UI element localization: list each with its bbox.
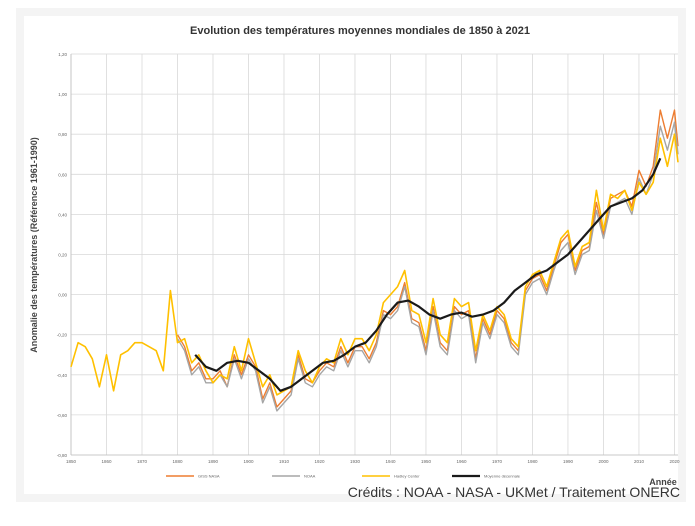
y-tick-label: -0,60 [57,413,68,418]
x-tick-label: 1920 [314,459,325,464]
x-tick-label: 1900 [243,459,254,464]
x-tick-label: 1870 [137,459,148,464]
chart-title: Evolution des températures moyennes mond… [190,25,530,37]
y-tick-label: 1,00 [58,92,67,97]
legend: GISS NASA NOAA Hadley Center Moyenne décenn… [166,474,521,479]
y-tick-label: -0,80 [57,453,68,458]
x-axis-label: Année [649,477,677,487]
legend-entry: Hadley Center [394,474,420,479]
temperature-chart: Evolution des températures moyennes mond… [16,8,686,502]
legend-entry: GISS NASA [198,474,220,479]
x-tick-label: 1990 [563,459,574,464]
x-tick-label: 1860 [101,459,112,464]
x-tick-label: 2000 [598,459,609,464]
x-tick-labels: 1850 1860 1870 1880 1890 1900 1910 1920 1930 1940… [66,459,680,464]
plot-area [70,109,679,412]
y-tick-label: 0,00 [58,293,67,298]
x-tick-label: 1930 [350,459,361,464]
series-line-hadley-center [70,133,679,396]
x-tick-label: 1950 [421,459,432,464]
y-axis-label: Anomalie des températures (Référence 196… [29,137,39,353]
x-tick-label: 1910 [279,459,290,464]
y-tick-label: -0,40 [57,373,68,378]
legend-entry: NOAA [304,474,316,479]
series-line-noaa [176,121,679,412]
grid [70,53,678,456]
x-tick-label: 1970 [492,459,503,464]
y-tick-labels: -0,80 -0,60 -0,40 -0,20 0,00 0,20 0,40 0,60 0,80… [57,52,68,458]
x-tick-label: 1980 [527,459,538,464]
y-tick-label: 0,80 [58,132,67,137]
y-tick-label: 0,40 [58,212,67,217]
x-tick-label: 1890 [208,459,219,464]
y-tick-label: 1,20 [58,52,67,57]
y-tick-label: 0,60 [58,172,67,177]
x-tick-label: 1850 [66,459,77,464]
legend-entry: Moyenne décennale [484,474,521,479]
x-tick-label: 2010 [634,459,645,464]
x-tick-label: 1880 [172,459,183,464]
chart-frame: Evolution des températures moyennes mond… [16,8,686,502]
x-tick-label: 2020 [669,459,680,464]
y-tick-label: -0,20 [57,333,68,338]
y-tick-label: 0,20 [58,253,67,258]
credits-text: Crédits : NOAA - NASA - UKMet / Traiteme… [347,484,680,500]
series-line-moyenne-decennale [194,157,662,392]
x-tick-label: 1960 [456,459,467,464]
x-tick-label: 1940 [385,459,396,464]
